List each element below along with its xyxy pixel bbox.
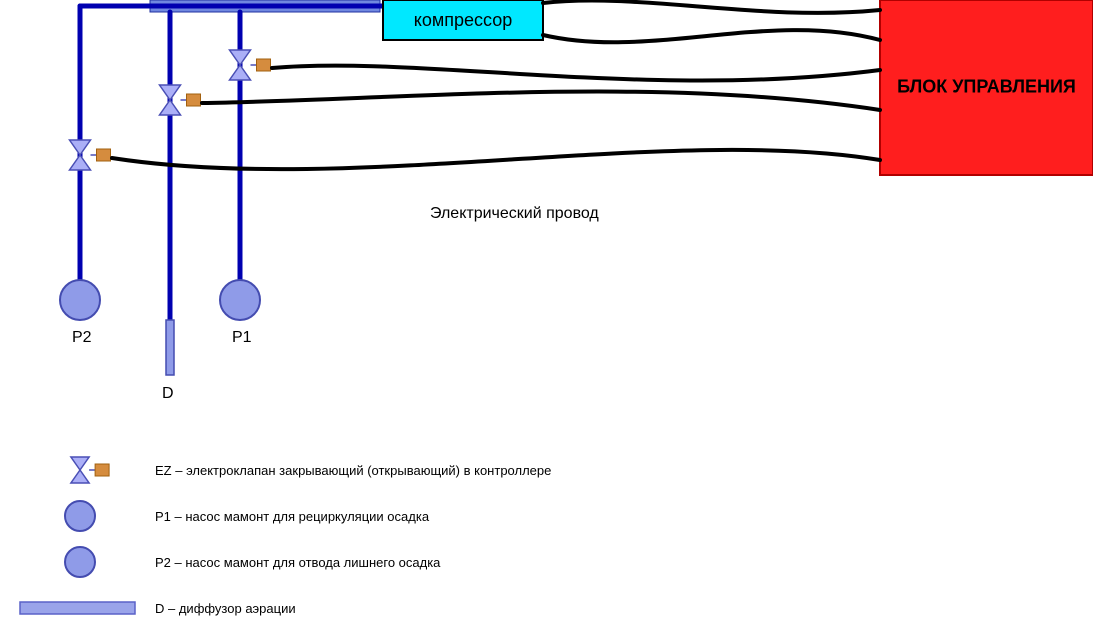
wire_v_p1: [272, 66, 880, 81]
valve_p2: [70, 140, 111, 170]
legend-pump-icon: [65, 501, 95, 531]
pump_p1-label: P1: [232, 329, 252, 346]
legend-text-0: EZ – электроклапан закрывающий (открываю…: [155, 463, 551, 478]
legend-text-3: D – диффузор аэрации: [155, 601, 296, 616]
control-unit-label: БЛОК УПРАВЛЕНИЯ: [897, 77, 1076, 97]
pump_p2: [60, 280, 100, 320]
wire_comp_bot: [543, 30, 880, 42]
wire_v_p2: [112, 150, 880, 169]
wire_v_d: [202, 92, 880, 110]
valve_p1: [230, 50, 271, 80]
legend-row-1: P1 – насос мамонт для рециркуляции осадк…: [65, 501, 430, 531]
diffuser: [166, 320, 174, 375]
legend-row-0: EZ – электроклапан закрывающий (открываю…: [71, 457, 551, 483]
pump_p2-label: P2: [72, 329, 92, 346]
valve_d: [160, 85, 201, 115]
legend-row-3: D – диффузор аэрации: [20, 601, 296, 616]
legend-pump-icon: [65, 547, 95, 577]
legend-row-2: P2 – насос мамонт для отвода лишнего оса…: [65, 547, 441, 577]
legend-text-1: P1 – насос мамонт для рециркуляции осадк…: [155, 509, 430, 524]
legend-diffuser-icon: [20, 602, 135, 614]
diffuser-label: D: [162, 385, 174, 402]
pump_p1: [220, 280, 260, 320]
wire-label: Электрический провод: [430, 205, 599, 222]
legend-valve-icon: [71, 457, 109, 483]
compressor-label: компрессор: [414, 10, 512, 30]
legend-text-2: P2 – насос мамонт для отвода лишнего оса…: [155, 555, 441, 570]
wire_comp_top: [543, 1, 880, 13]
